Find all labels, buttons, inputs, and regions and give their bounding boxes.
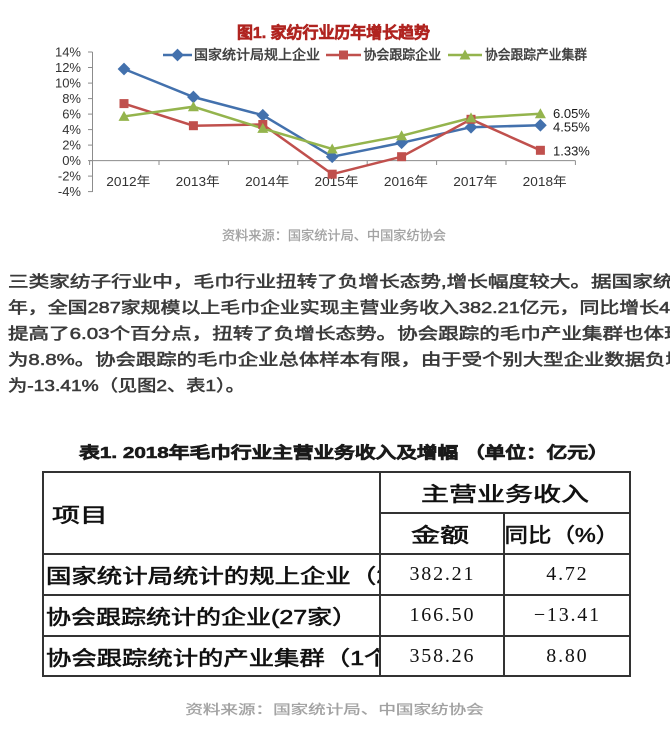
- svg-text:0%: 0%: [62, 153, 81, 168]
- svg-text:协会跟踪企业: 协会跟踪企业: [364, 47, 442, 63]
- svg-text:2017年: 2017年: [453, 174, 497, 189]
- svg-text:2012年: 2012年: [106, 174, 150, 189]
- svg-text:图1. 家纺行业历年增长趋势: 图1. 家纺行业历年增长趋势: [237, 23, 430, 42]
- svg-text:12%: 12%: [55, 60, 81, 75]
- svg-text:协会跟踪产业集群: 协会跟踪产业集群: [485, 48, 587, 63]
- svg-text:国家统计局规上企业: 国家统计局规上企业: [194, 47, 320, 63]
- svg-text:2013年: 2013年: [176, 174, 220, 189]
- svg-text:6.05%: 6.05%: [553, 106, 590, 121]
- svg-text:2%: 2%: [62, 138, 81, 153]
- svg-text:2014年: 2014年: [245, 174, 289, 189]
- svg-text:-4%: -4%: [58, 184, 82, 199]
- svg-text:4%: 4%: [62, 122, 81, 137]
- svg-text:1.33%: 1.33%: [553, 144, 590, 159]
- svg-text:2015年: 2015年: [315, 174, 359, 189]
- svg-text:2018年: 2018年: [523, 174, 567, 189]
- svg-text:资料来源：国家统计局、中国家纺协会: 资料来源：国家统计局、中国家纺协会: [222, 228, 446, 243]
- svg-text:-2%: -2%: [58, 169, 82, 184]
- svg-text:10%: 10%: [55, 76, 81, 91]
- svg-text:8%: 8%: [62, 91, 81, 106]
- svg-text:2016年: 2016年: [384, 174, 428, 189]
- svg-text:4.55%: 4.55%: [553, 120, 590, 135]
- svg-text:14%: 14%: [55, 45, 81, 60]
- svg-text:6%: 6%: [62, 107, 81, 122]
